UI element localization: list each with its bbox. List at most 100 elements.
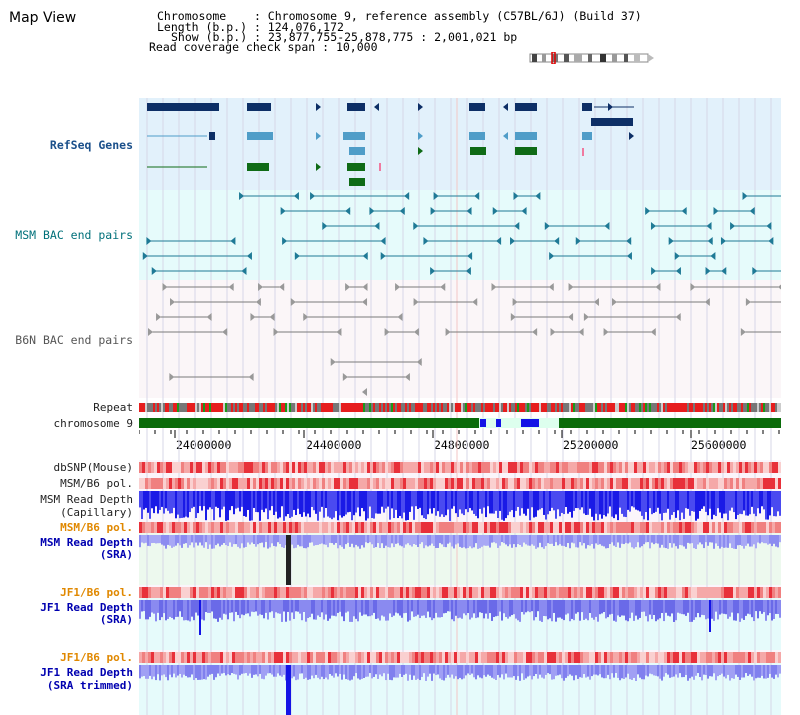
gene-feature (379, 163, 381, 171)
track-label-msm-bac[interactable]: MSM BAC end pairs (15, 228, 133, 242)
jf1-trim-depth-bar (235, 665, 237, 675)
jf1-b6-pol-density (628, 652, 631, 663)
track-label-repeat[interactable]: Repeat (93, 401, 133, 414)
b6n-bac-end (330, 358, 336, 366)
dbsnp-density (586, 462, 589, 473)
msm-sra-depth-bar (491, 535, 493, 543)
msm-sra-depth-bar (767, 535, 769, 545)
jf1-b6-pol-density (316, 587, 319, 598)
msm-b6-pol-density (223, 478, 226, 489)
repeat-element (153, 403, 155, 412)
repeat-element (245, 403, 247, 412)
jf1-sra-depth-bar (619, 600, 621, 617)
jf1-b6-pol-density (292, 587, 295, 598)
msm-sra-depth-bar (515, 535, 517, 548)
repeat-element (295, 403, 297, 412)
repeat-element (401, 403, 403, 412)
repeat-element (345, 403, 347, 412)
track-label-msm-depth-cap[interactable]: MSM Read Depth (40, 493, 133, 506)
jf1-trim-depth-bar (163, 665, 165, 675)
jf1-b6-pol-density (439, 652, 442, 663)
msm-sra-depth-bar (431, 535, 433, 544)
repeat-element (363, 403, 365, 412)
jf1-trim-depth-bar (195, 665, 197, 679)
jf1-sra-depth-bar (291, 600, 293, 613)
msm-capillary-depth-bar (733, 491, 735, 513)
jf1-sra-depth-bar (209, 600, 211, 613)
jf1-sra-depth-bar (735, 600, 737, 621)
track-label-dbsnp[interactable]: dbSNP(Mouse) (53, 461, 133, 474)
track-label-jf1-depth-trim[interactable]: JF1 Read Depth (40, 666, 133, 679)
jf1-sra-depth-bar (225, 600, 227, 615)
msm-b6-pol-density (409, 478, 412, 489)
msm-b6-pol-density (604, 522, 607, 533)
jf1-sra-depth-bar (153, 600, 155, 614)
jf1-sra-depth-bar (559, 600, 561, 618)
track-label-jf1-b6-pol-1[interactable]: JF1/B6 pol. (60, 586, 133, 599)
msm-b6-pol-density (550, 522, 553, 533)
dbsnp-density (364, 462, 367, 473)
track-label-jf1-depth-sra[interactable]: JF1 Read Depth (40, 601, 133, 614)
jf1-b6-pol-density (358, 652, 361, 663)
msm-sra-depth-bar (541, 535, 543, 548)
msm-sra-depth-bar (357, 535, 359, 547)
msm-sra-depth-bar (583, 535, 585, 544)
dbsnp-density (511, 462, 514, 473)
msm-sra-depth-bar (317, 535, 319, 545)
track-label-msm-b6-pol-1[interactable]: MSM/B6 pol. (60, 477, 133, 490)
jf1-trim-depth-bar (205, 665, 207, 680)
track-label-refseq-genes[interactable]: RefSeq Genes (49, 138, 133, 152)
repeat-element (205, 403, 207, 412)
msm-sra-depth-bar (161, 535, 163, 545)
msm-b6-pol-density (589, 522, 592, 533)
jf1-sra-depth-bar (277, 600, 279, 614)
msm-sra-depth-bar (523, 535, 525, 543)
msm-capillary-depth-bar (253, 491, 255, 508)
dbsnp-density (313, 462, 316, 473)
jf1-b6-pol-density (607, 652, 610, 663)
msm-sra-depth-bar (559, 535, 561, 545)
dbsnp-density (181, 462, 184, 473)
track-label-chromosome[interactable]: chromosome 9 (53, 417, 133, 430)
genome-track-canvas[interactable] (139, 98, 781, 715)
msm-b6-pol-density (313, 478, 316, 489)
jf1-sra-depth-bar (493, 600, 495, 618)
jf1-sra-depth-bar (249, 600, 251, 617)
repeat-element (645, 403, 647, 412)
dbsnp-density (574, 462, 577, 473)
jf1-b6-pol-density (517, 587, 520, 598)
jf1-b6-pol-density (436, 652, 439, 663)
track-label-msm-depth-sra[interactable]: MSM Read Depth (40, 536, 133, 549)
dbsnp-density (520, 462, 523, 473)
msm-capillary-depth-bar (305, 491, 307, 517)
jf1-b6-pol-density (229, 652, 232, 663)
jf1-trim-depth-bar (687, 665, 689, 681)
track-label-msm-b6-pol-2[interactable]: MSM/B6 pol. (60, 521, 133, 534)
jf1-trim-depth-bar (619, 665, 621, 681)
track-label-jf1-b6-pol-2[interactable]: JF1/B6 pol. (60, 651, 133, 664)
msm-b6-pol-density (292, 478, 295, 489)
repeat-element (755, 403, 757, 412)
msm-sra-depth-bar (201, 535, 203, 546)
jf1-trim-depth-bar (529, 665, 531, 676)
jf1-sra-depth-bar (677, 600, 679, 613)
repeat-element (207, 403, 209, 412)
msm-capillary-depth-bar (575, 491, 577, 509)
depth-spike (709, 600, 711, 632)
msm-b6-pol-density (430, 478, 433, 489)
jf1-sra-depth-bar (381, 600, 383, 616)
repeat-element (193, 403, 195, 412)
repeat-element (519, 403, 521, 412)
dbsnp-density (217, 462, 220, 473)
jf1-sra-depth-bar (253, 600, 255, 613)
jf1-b6-pol-density (595, 587, 598, 598)
repeat-element (151, 403, 153, 412)
jf1-b6-pol-density (751, 587, 754, 598)
chromosome-ideogram[interactable] (528, 52, 658, 64)
jf1-sra-depth-bar (501, 600, 503, 621)
jf1-sra-depth-bar (271, 600, 273, 612)
track-label-b6n-bac[interactable]: B6N BAC end pairs (15, 333, 133, 347)
dbsnp-density (502, 462, 505, 473)
track-label-jf1-depth-sra-sub: (SRA) (99, 613, 133, 626)
repeat-element (603, 403, 605, 412)
